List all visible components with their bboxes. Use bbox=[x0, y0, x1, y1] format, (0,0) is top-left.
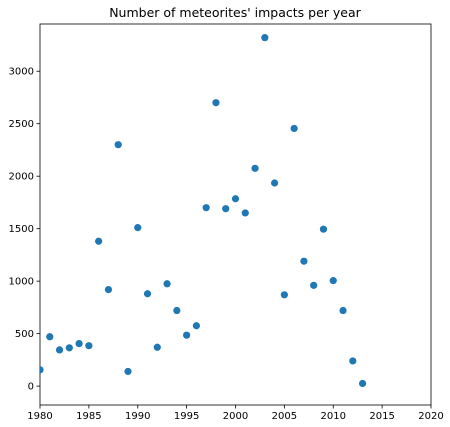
data-point bbox=[95, 237, 103, 245]
data-point bbox=[280, 291, 288, 299]
y-tick-label: 1500 bbox=[9, 224, 34, 235]
data-point bbox=[358, 379, 367, 388]
data-point bbox=[75, 339, 83, 348]
x-tick-label: 2010 bbox=[321, 411, 346, 422]
data-point bbox=[124, 367, 132, 376]
y-tick-label: 3000 bbox=[9, 67, 34, 78]
y-tick-label: 0 bbox=[28, 382, 34, 393]
data-point bbox=[202, 204, 210, 212]
data-point bbox=[329, 277, 337, 285]
data-point bbox=[163, 280, 171, 288]
data-point bbox=[46, 333, 54, 341]
data-point bbox=[310, 281, 318, 289]
x-tick-label: 2005 bbox=[272, 411, 297, 422]
data-point bbox=[143, 290, 152, 298]
data-point bbox=[104, 285, 113, 294]
plot-frame bbox=[39, 23, 432, 406]
data-point bbox=[222, 205, 230, 213]
data-point bbox=[339, 306, 347, 315]
data-point bbox=[251, 164, 259, 172]
y-axis: 0 500 1000 1500 2000 2500 3000 bbox=[9, 67, 40, 393]
data-point bbox=[173, 306, 181, 315]
data-point bbox=[192, 322, 200, 330]
y-tick-label: 2500 bbox=[9, 119, 34, 130]
data-point bbox=[271, 179, 279, 187]
x-tick-label: 1990 bbox=[125, 411, 150, 422]
data-point bbox=[290, 124, 298, 133]
data-point bbox=[212, 99, 220, 107]
data-point bbox=[134, 224, 142, 232]
data-point bbox=[55, 346, 64, 354]
data-points bbox=[40, 34, 367, 388]
data-point bbox=[300, 257, 308, 265]
data-point bbox=[65, 344, 73, 352]
data-point bbox=[241, 209, 249, 217]
data-point bbox=[183, 331, 191, 339]
chart-title: Number of meteorites' impacts per year bbox=[109, 5, 361, 20]
data-point bbox=[40, 366, 44, 374]
x-tick-label: 2015 bbox=[369, 411, 394, 422]
data-point bbox=[114, 141, 122, 149]
x-tick-label: 1995 bbox=[174, 411, 199, 422]
data-point bbox=[319, 225, 328, 233]
x-tick-label: 2020 bbox=[418, 411, 443, 422]
y-tick-label: 2000 bbox=[9, 172, 34, 183]
data-point bbox=[231, 195, 240, 203]
data-point bbox=[153, 343, 161, 351]
plot-area bbox=[39, 23, 432, 406]
data-point bbox=[85, 342, 93, 350]
x-axis: 1980 1985 1990 1995 2000 2005 2010 2015 2020 bbox=[27, 405, 444, 422]
x-tick-label: 1985 bbox=[76, 411, 101, 422]
data-point bbox=[261, 34, 269, 42]
y-tick-label: 500 bbox=[15, 329, 34, 340]
data-point bbox=[349, 357, 357, 365]
y-tick-label: 1000 bbox=[9, 277, 34, 288]
x-tick-label: 1980 bbox=[27, 411, 52, 422]
x-tick-label: 2000 bbox=[223, 411, 248, 422]
